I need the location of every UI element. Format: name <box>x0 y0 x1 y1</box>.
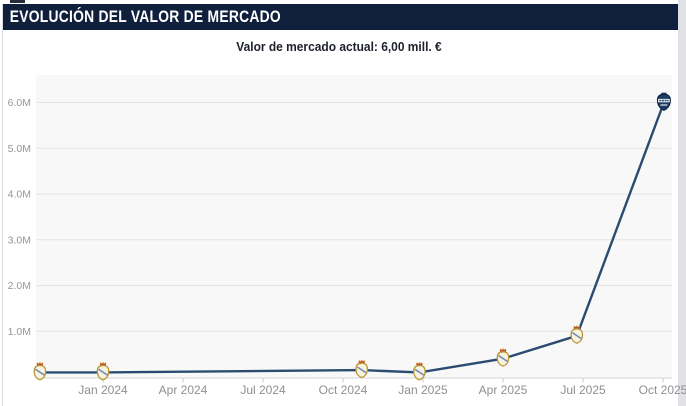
x-axis-label: Jul 2024 <box>240 383 286 397</box>
x-axis-label: Oct 2024 <box>319 383 368 397</box>
real-madrid-crest-marker[interactable] <box>413 362 426 381</box>
widget-left-border <box>2 4 3 406</box>
section-title: EVOLUCIÓN DEL VALOR DE MERCADO <box>9 8 281 26</box>
x-axis-label: Apr 2025 <box>479 383 528 397</box>
y-axis-label: 4.0M <box>8 189 31 201</box>
real-madrid-crest-marker[interactable] <box>96 362 110 381</box>
page-background-strip <box>678 0 686 406</box>
y-axis-label: 6.0M <box>8 97 31 109</box>
y-axis-label: 2.0M <box>8 280 31 292</box>
real-madrid-crest-marker[interactable] <box>355 359 369 379</box>
real-madrid-crest-marker[interactable] <box>570 325 584 344</box>
y-axis-label: 1.0M <box>8 326 31 338</box>
current-market-value-text: Valor de mercado actual: 6,00 mill. € <box>236 39 442 54</box>
x-axis-label: Jul 2025 <box>560 383 606 397</box>
section-header: EVOLUCIÓN DEL VALOR DE MERCADO <box>3 4 678 30</box>
plot-area <box>36 75 672 378</box>
y-axis-label: 5.0M <box>8 143 31 155</box>
real-madrid-crest-marker[interactable] <box>33 362 47 381</box>
real-madrid-crest-marker[interactable] <box>496 348 510 367</box>
x-axis-label: Jan 2025 <box>398 383 448 397</box>
club-crest-marker[interactable] <box>656 92 671 111</box>
x-axis-label: Jan 2024 <box>78 383 128 397</box>
y-axis-label: 3.0M <box>8 234 31 246</box>
x-axis-label: Oct 2025 <box>639 383 686 397</box>
x-axis-label: Apr 2024 <box>159 383 208 397</box>
page-edge-artifact <box>10 0 25 3</box>
